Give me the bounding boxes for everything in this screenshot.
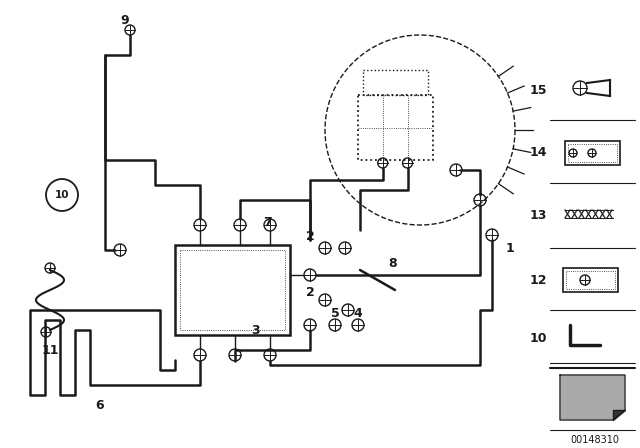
Text: 4: 4 [354, 306, 362, 319]
Text: 2: 2 [306, 285, 314, 298]
Bar [180, 250, 285, 330]
Text: 2: 2 [306, 229, 314, 242]
Text: 15: 15 [529, 83, 547, 96]
Bar [175, 245, 290, 335]
Text: 13: 13 [530, 208, 547, 221]
Text: 10: 10 [55, 190, 69, 200]
Polygon shape [613, 410, 625, 420]
Text: 9: 9 [121, 13, 129, 26]
Text: 3: 3 [251, 323, 259, 336]
Text: 8: 8 [388, 257, 397, 270]
Text: 11: 11 [41, 344, 59, 357]
Text: 7: 7 [264, 215, 273, 228]
Text: 10: 10 [529, 332, 547, 345]
Bar [566, 271, 615, 289]
Bar [565, 141, 620, 165]
Text: 1: 1 [506, 241, 515, 254]
Polygon shape [560, 375, 625, 420]
Bar [563, 268, 618, 292]
Text: 14: 14 [529, 146, 547, 159]
Text: 12: 12 [529, 273, 547, 287]
Text: 5: 5 [331, 306, 339, 319]
Bar [568, 144, 617, 162]
Text: 6: 6 [96, 399, 104, 412]
Bar [363, 70, 428, 95]
Text: 00148310: 00148310 [570, 435, 620, 445]
